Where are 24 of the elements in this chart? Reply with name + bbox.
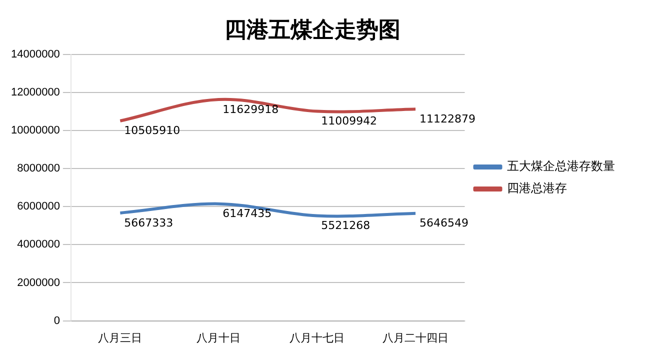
y-tick-label: 4000000 [17, 238, 60, 251]
y-tick-label: 2000000 [17, 276, 60, 289]
data-label: 5521268 [321, 219, 370, 232]
y-tick-label: 8000000 [17, 162, 60, 175]
data-label: 5646549 [420, 216, 469, 230]
data-label: 11009942 [321, 114, 378, 128]
y-tick-label: 0 [54, 314, 60, 327]
x-tick-label: 八月十日 [196, 331, 241, 344]
y-tick-label: 12000000 [10, 86, 60, 98]
data-label: 11122879 [420, 112, 476, 126]
data-label: 11629918 [222, 102, 279, 116]
y-tick-label: 14000000 [10, 48, 60, 60]
x-tick-label: 八月三日 [98, 332, 142, 344]
data-label: 5667333 [124, 216, 174, 230]
data-label: 6147435 [222, 207, 272, 220]
chart-title: 四港五煤企走势图 [224, 16, 400, 43]
line-series [118, 202, 418, 218]
data-label: 10505910 [124, 124, 180, 138]
y-tick-label: 6000000 [17, 200, 60, 213]
legend-label: 五大煤企总港存数量 [506, 159, 615, 174]
x-tick-label: 八月二十四日 [382, 331, 449, 344]
legend-label: 四港总港存 [506, 181, 567, 196]
x-tick-label: 八月十七日 [290, 331, 345, 344]
y-tick-label: 10000000 [10, 124, 60, 137]
